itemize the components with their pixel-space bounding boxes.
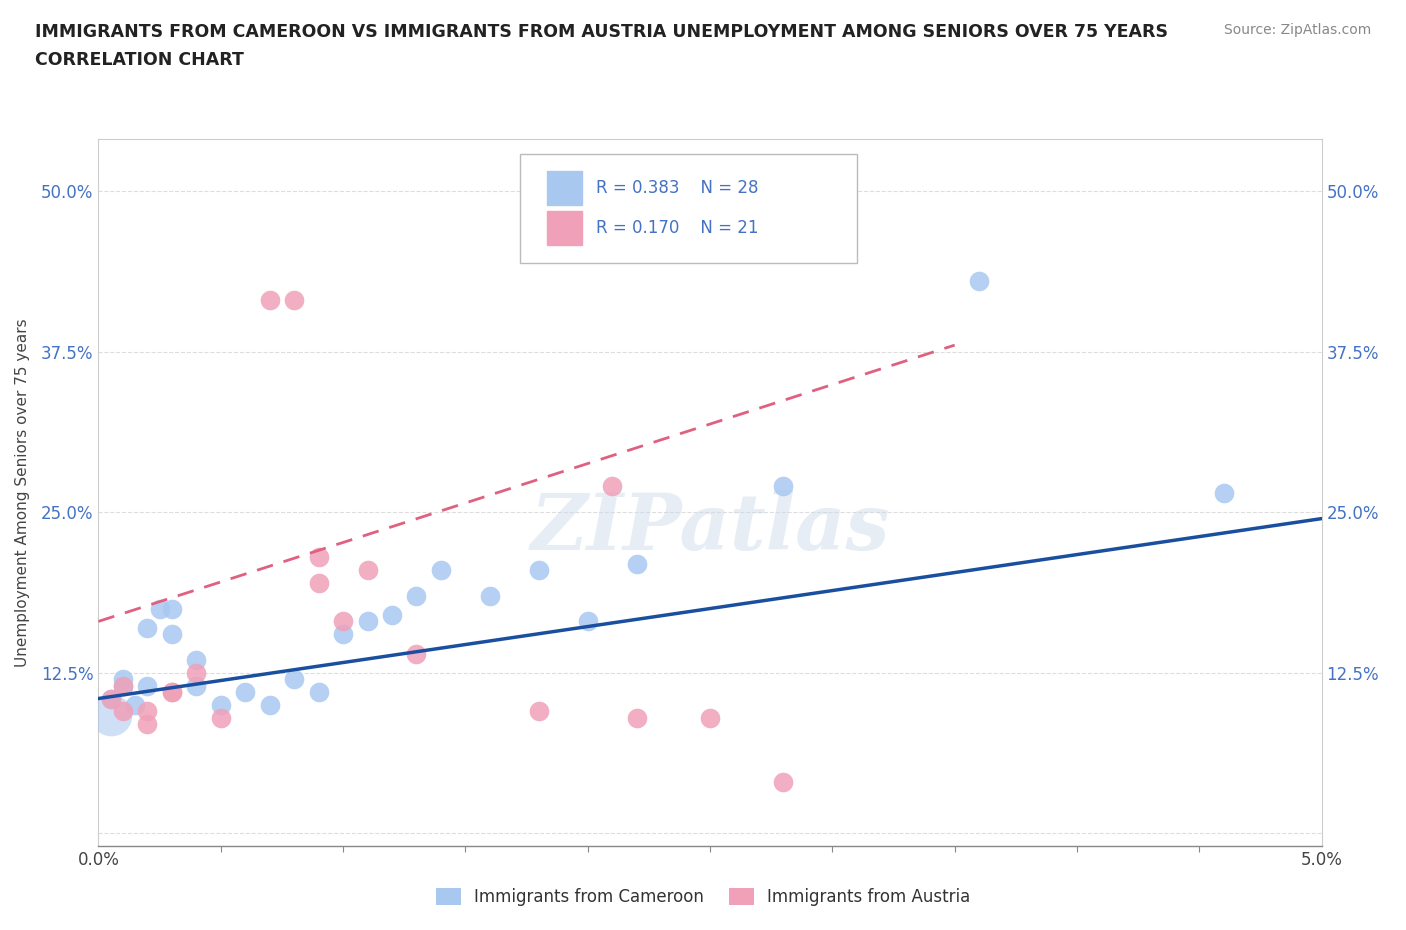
Point	[100, 691, 122, 706]
Text: IMMIGRANTS FROM CAMEROON VS IMMIGRANTS FROM AUSTRIA UNEMPLOYMENT AMONG SENIORS O: IMMIGRANTS FROM CAMEROON VS IMMIGRANTS F…	[35, 23, 1168, 41]
Point	[136, 678, 159, 693]
Point	[100, 708, 122, 723]
Point	[772, 775, 794, 790]
Point	[209, 711, 232, 725]
Point	[772, 479, 794, 494]
Point	[600, 479, 623, 494]
Point	[233, 684, 256, 699]
Point	[160, 601, 183, 616]
Point	[527, 563, 550, 578]
Point	[283, 671, 305, 686]
Legend: Immigrants from Cameroon, Immigrants from Austria: Immigrants from Cameroon, Immigrants fro…	[429, 881, 977, 912]
Point	[111, 678, 134, 693]
Point	[259, 293, 281, 308]
Point	[356, 614, 378, 629]
Point	[259, 698, 281, 712]
Point	[626, 556, 648, 571]
Point	[186, 665, 208, 680]
Point	[149, 601, 172, 616]
Point	[430, 563, 453, 578]
Point	[111, 678, 134, 693]
Bar	[547, 211, 582, 245]
Point	[186, 653, 208, 668]
Point	[283, 293, 305, 308]
Point	[209, 698, 232, 712]
Point	[699, 711, 721, 725]
Point	[136, 704, 159, 719]
FancyBboxPatch shape	[520, 153, 856, 263]
Point	[308, 684, 330, 699]
Point	[527, 704, 550, 719]
Point	[1212, 485, 1234, 500]
Point	[160, 684, 183, 699]
Point	[136, 620, 159, 635]
Point	[100, 691, 122, 706]
Text: R = 0.170    N = 21: R = 0.170 N = 21	[596, 219, 759, 237]
Point	[160, 684, 183, 699]
Point	[136, 717, 159, 732]
Point	[356, 563, 378, 578]
Point	[478, 589, 501, 604]
Point	[186, 678, 208, 693]
Text: CORRELATION CHART: CORRELATION CHART	[35, 51, 245, 69]
Point	[308, 576, 330, 591]
Point	[160, 627, 183, 642]
Point	[381, 607, 404, 622]
Bar	[547, 171, 582, 206]
Point	[332, 627, 354, 642]
Point	[405, 589, 427, 604]
Text: R = 0.383    N = 28: R = 0.383 N = 28	[596, 179, 759, 197]
Y-axis label: Unemployment Among Seniors over 75 years: Unemployment Among Seniors over 75 years	[15, 319, 30, 667]
Point	[111, 671, 134, 686]
Point	[967, 273, 990, 288]
Point	[332, 614, 354, 629]
Text: ZIPatlas: ZIPatlas	[530, 490, 890, 566]
Text: Source: ZipAtlas.com: Source: ZipAtlas.com	[1223, 23, 1371, 37]
Point	[308, 550, 330, 565]
Point	[405, 646, 427, 661]
Point	[111, 704, 134, 719]
Point	[626, 711, 648, 725]
Point	[124, 698, 146, 712]
Point	[576, 614, 599, 629]
